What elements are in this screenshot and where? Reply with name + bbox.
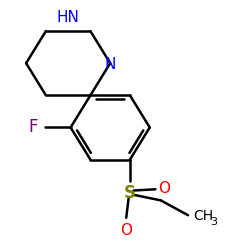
Text: 3: 3 (210, 217, 217, 227)
Text: F: F (29, 118, 38, 136)
Text: HN: HN (57, 10, 80, 25)
Text: O: O (158, 180, 170, 196)
Text: S: S (124, 184, 136, 202)
Text: N: N (104, 57, 116, 72)
Text: CH: CH (193, 210, 213, 224)
Text: O: O (120, 223, 132, 238)
